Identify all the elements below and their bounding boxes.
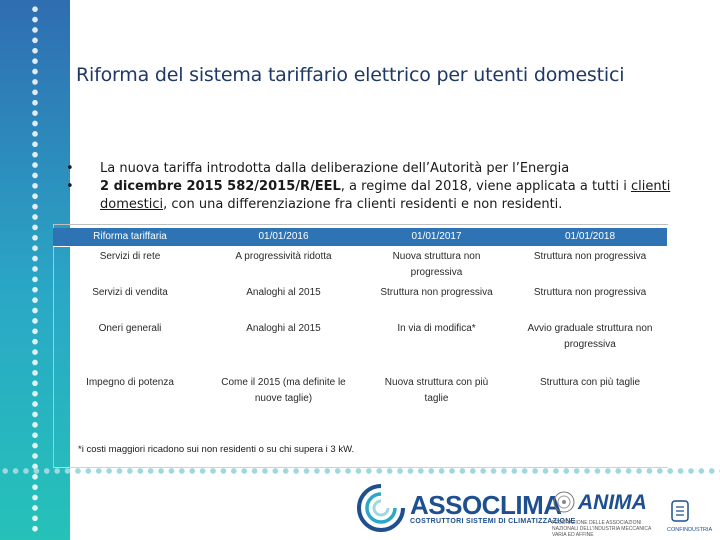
anima-tagline: FEDERAZIONE DELLE ASSOCIAZIONI NAZIONALI… [552, 520, 652, 538]
table-cell: Analoghi al 2015 [246, 287, 321, 298]
table-cell: Struttura non progressiva [380, 287, 493, 298]
header-separator [211, 246, 356, 247]
confindustria-emblem-icon [671, 500, 689, 522]
table-cell: Impegno di potenza [86, 377, 174, 388]
bullet-marker: • [66, 161, 74, 176]
anima-logo: ANIMA [578, 491, 647, 514]
bullet-text-3: domestici, con una differenziazione fra … [100, 196, 562, 214]
table-cell: In via di modifica* [397, 323, 476, 334]
table-cell: Struttura con più taglie [539, 377, 641, 388]
bullet-list: • La nuova tariffa introdotta dalla deli… [58, 160, 678, 214]
table-cell: Nuova struttura non progressiva [392, 251, 481, 278]
assoclima-swirl-icon [357, 484, 405, 532]
table-cell: Avvio graduale struttura non progressiva [527, 323, 653, 350]
horizontal-dot-pattern [0, 465, 720, 477]
table-cell: Servizi di rete [99, 251, 161, 262]
table-cell: A progressività ridotta [235, 251, 332, 262]
table-cell: Analoghi al 2015 [246, 323, 321, 334]
bullet-item: • 2 dicembre 2015 582/2015/R/EEL, a regi… [58, 178, 678, 196]
header-separator [364, 246, 509, 247]
tariff-table-frame [53, 224, 668, 468]
assoclima-tagline: COSTRUTTORI SISTEMI DI CLIMATIZZAZIONE [410, 518, 576, 525]
table-cell: Come il 2015 (ma definite le nuove tagli… [221, 377, 346, 404]
deliberation-reference: 2 dicembre 2015 582/2015/R/EEL [100, 179, 341, 194]
slide-title: Riforma del sistema tariffario elettrico… [76, 64, 625, 86]
clienti-underlined: clienti [630, 179, 671, 194]
table-cell: Nuova struttura con più taglie [384, 377, 489, 404]
bullet-text-2: 2 dicembre 2015 582/2015/R/EEL, a regime… [100, 178, 670, 196]
header-separator [517, 246, 667, 247]
assoclima-logo: ASSOCLIMA [410, 490, 562, 520]
tariff-table-header [53, 228, 667, 246]
bullet-text-1: La nuova tariffa introdotta dalla delibe… [100, 161, 570, 176]
decorative-sidebar [0, 0, 70, 540]
bullet-text-2-rest: , a regime dal 2018, viene applicata a t… [340, 179, 631, 194]
table-cell: Oneri generali [98, 323, 162, 334]
bullet-continuation: domestici, con una differenziazione fra … [58, 196, 678, 214]
header-cell-2017: 01/01/2017 [411, 231, 462, 242]
table-footnote: *i costi maggiori ricadono sui non resid… [78, 444, 355, 455]
bullet-text-3-rest: , con una differenziazione fra clienti r… [163, 197, 563, 212]
table-cell: Struttura non progressiva [533, 251, 647, 262]
header-cell-2018: 01/01/2018 [564, 231, 616, 242]
bullet-marker: • [66, 179, 74, 194]
anima-emblem-icon [553, 491, 575, 513]
bullet-item: • La nuova tariffa introdotta dalla deli… [58, 160, 678, 178]
confindustria-logo: CONFINDUSTRIA [667, 527, 713, 533]
domestici-underlined: domestici [100, 197, 164, 212]
header-cell-riforma: Riforma tariffaria [93, 231, 167, 242]
header-cell-2016: 01/01/2016 [258, 231, 309, 242]
table-cell: Servizi di vendita [92, 287, 168, 298]
table-cell: Struttura non progressiva [533, 287, 647, 298]
header-separator [53, 246, 203, 247]
sidebar-dot-pattern [28, 4, 42, 534]
